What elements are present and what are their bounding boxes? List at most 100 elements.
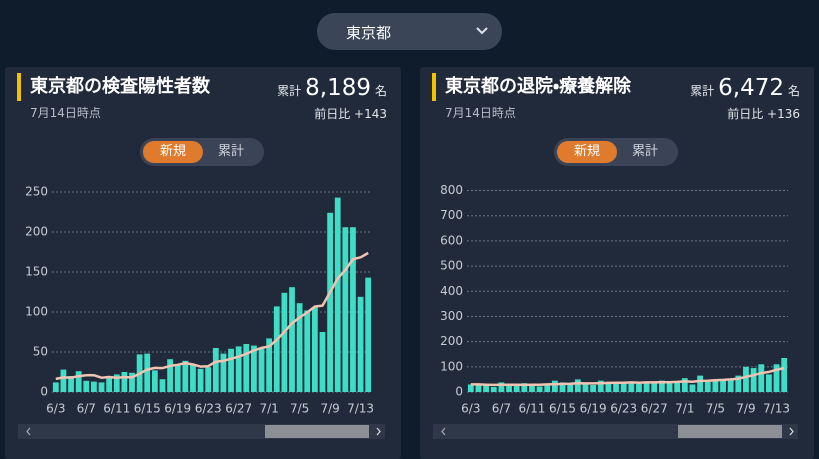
bar bbox=[758, 364, 765, 392]
bar bbox=[697, 375, 704, 392]
bar bbox=[781, 358, 788, 392]
y-tick-label: 200 bbox=[440, 334, 463, 348]
x-tick-label: 7/13 bbox=[347, 402, 374, 416]
tab-cumulative[interactable]: 累計 bbox=[217, 144, 244, 159]
bar bbox=[735, 375, 742, 392]
y-tick-label: 150 bbox=[25, 265, 48, 279]
y-tick-label: 0 bbox=[40, 385, 48, 399]
bar bbox=[582, 384, 589, 392]
bar bbox=[273, 306, 280, 392]
bar bbox=[129, 372, 135, 392]
bar bbox=[467, 384, 474, 392]
as-of-date: 7月14日時点 bbox=[30, 106, 101, 120]
x-tick-label: 6/7 bbox=[77, 402, 96, 416]
x-tick-label: 7/9 bbox=[736, 402, 755, 416]
bar bbox=[567, 383, 574, 392]
y-tick-label: 50 bbox=[33, 345, 48, 359]
bar bbox=[620, 383, 627, 392]
bar bbox=[121, 372, 128, 392]
panel-title: 東京都の退院・療養解除 bbox=[432, 73, 631, 101]
bar bbox=[91, 381, 97, 392]
x-tick-label: 7/13 bbox=[763, 402, 790, 416]
x-tick-label: 6/7 bbox=[492, 402, 511, 416]
bar bbox=[311, 307, 318, 392]
day-diff: 前日比 +136 bbox=[727, 107, 800, 121]
bar bbox=[544, 384, 551, 392]
x-tick-label: 6/11 bbox=[518, 402, 545, 416]
bar bbox=[190, 364, 196, 392]
bar bbox=[159, 379, 166, 392]
scroll-right bbox=[789, 427, 794, 436]
bar bbox=[483, 385, 490, 392]
x-tick-label: 6/3 bbox=[46, 402, 65, 416]
bar bbox=[613, 382, 619, 392]
view-toggle[interactable]: 新規 累計 bbox=[140, 138, 264, 166]
bar bbox=[720, 379, 726, 392]
bar bbox=[536, 386, 543, 392]
bar bbox=[212, 348, 219, 392]
y-tick-label: 100 bbox=[440, 359, 463, 373]
tab-new[interactable]: 新規 bbox=[143, 141, 203, 163]
x-tick-label: 6/19 bbox=[164, 402, 191, 416]
bar bbox=[68, 376, 74, 392]
bar bbox=[743, 366, 749, 392]
bar bbox=[220, 353, 227, 392]
bar bbox=[651, 381, 658, 392]
bar bbox=[365, 277, 372, 392]
dropdown-text: 東京都 bbox=[346, 24, 392, 42]
bar bbox=[251, 345, 257, 392]
bar bbox=[475, 383, 482, 392]
y-tick-label: 400 bbox=[440, 284, 463, 298]
bar bbox=[182, 360, 189, 392]
panel-title: 東京都の検査陽性者数 bbox=[17, 73, 210, 101]
total-unit: 名 bbox=[787, 84, 800, 98]
scroll-right bbox=[376, 427, 381, 436]
x-tick-label: 7/1 bbox=[259, 402, 278, 416]
bar bbox=[551, 380, 558, 392]
positive-panel: 東京都の検査陽性者数 7月14日時点 累計 8,189 名前日比 +143 新規 累計 bbox=[5, 67, 401, 459]
x-tick-label: 6/19 bbox=[580, 402, 607, 416]
bar bbox=[327, 212, 333, 392]
bar bbox=[529, 385, 535, 392]
bar bbox=[521, 383, 528, 392]
x-tick-label: 6/11 bbox=[103, 402, 130, 416]
bar bbox=[289, 287, 295, 392]
bar bbox=[765, 374, 772, 392]
total-label: 累計 bbox=[277, 84, 302, 98]
bar bbox=[574, 379, 581, 392]
prefecture-dropdown[interactable]: 東京都 bbox=[317, 13, 502, 50]
x-tick-label: 7/5 bbox=[290, 402, 309, 416]
view-toggle[interactable]: 新規 累計 bbox=[554, 138, 678, 166]
tab-cumulative[interactable]: 累計 bbox=[631, 144, 658, 159]
moving-average-line bbox=[470, 366, 785, 387]
bar bbox=[628, 381, 635, 392]
total-box: 累計 8,189 名 bbox=[277, 75, 387, 101]
y-tick-label: 300 bbox=[440, 309, 463, 323]
bar bbox=[60, 369, 67, 392]
y-tick-label: 700 bbox=[440, 208, 463, 222]
total-unit: 名 bbox=[374, 84, 387, 98]
bar bbox=[666, 383, 673, 392]
y-tick-label: 600 bbox=[440, 233, 463, 247]
bar bbox=[167, 359, 173, 392]
y-tick-label: 200 bbox=[25, 225, 48, 239]
bar bbox=[228, 348, 234, 392]
tab-new[interactable]: 新規 bbox=[557, 141, 617, 163]
bar bbox=[750, 368, 757, 392]
bar bbox=[727, 379, 734, 392]
total-value: 6,472 bbox=[718, 75, 784, 101]
bar bbox=[75, 371, 82, 392]
bar bbox=[643, 382, 650, 392]
bar bbox=[113, 374, 120, 392]
scroll-thumb bbox=[678, 425, 782, 438]
bar bbox=[319, 332, 326, 392]
scroll-left bbox=[26, 427, 31, 436]
bar bbox=[689, 384, 696, 392]
x-tick-label: 6/23 bbox=[610, 402, 637, 416]
x-tick-label: 6/3 bbox=[461, 402, 480, 416]
chevron-icon bbox=[476, 27, 488, 35]
bar bbox=[304, 310, 311, 392]
bar bbox=[144, 353, 151, 392]
